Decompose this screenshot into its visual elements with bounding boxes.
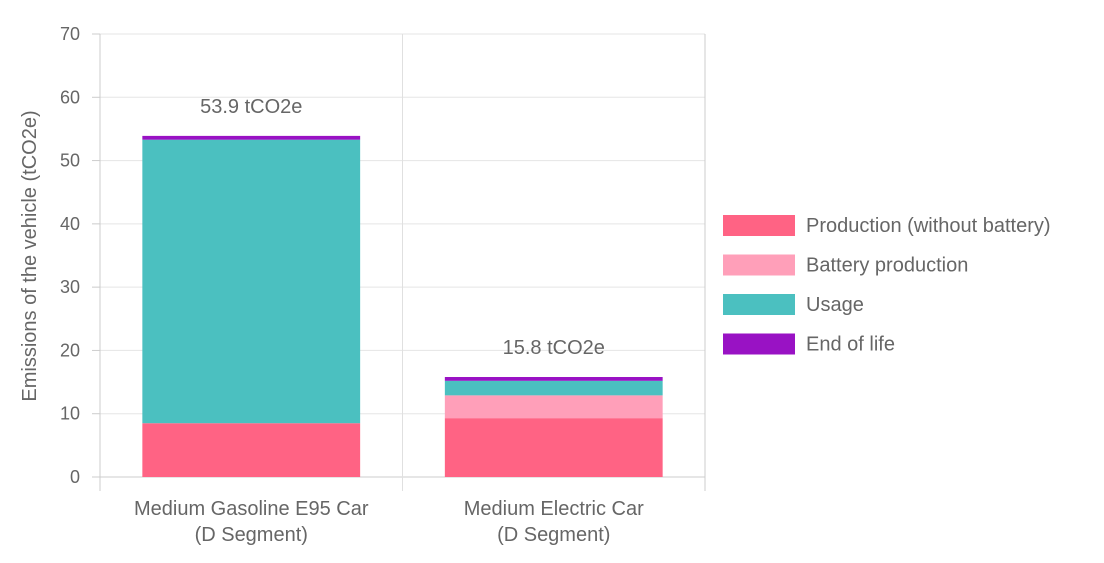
- y-axis-title: Emissions of the vehicle (tCO2e): [19, 110, 41, 401]
- legend-swatch: [723, 215, 795, 236]
- legend-label: Usage: [806, 294, 864, 316]
- legend-swatch: [723, 254, 795, 276]
- y-tick-label: 40: [60, 214, 80, 234]
- bar-segment: [444, 395, 663, 419]
- total-labels: 53.9 tCO2e 15.8 tCO2e: [200, 96, 605, 359]
- bar-segment: [142, 135, 361, 140]
- legend: Production (without battery) Battery prod…: [723, 215, 1051, 356]
- total-label: 53.9 tCO2e: [200, 96, 302, 118]
- y-tick-label: 70: [60, 24, 80, 44]
- total-label: 15.8 tCO2e: [503, 337, 605, 359]
- axes: [92, 33, 100, 478]
- bar-segment: [444, 377, 663, 381]
- y-tick-labels: 0 10 20 30 40 50 60 70: [60, 24, 80, 487]
- legend-label: End of life: [806, 334, 895, 356]
- bar-segment: [142, 139, 361, 424]
- y-tick-label: 50: [60, 151, 80, 171]
- y-tick-label: 20: [60, 340, 80, 360]
- y-tick-label: 60: [60, 87, 80, 107]
- legend-swatch: [723, 294, 795, 315]
- bar-segment: [444, 380, 663, 396]
- bar-segment: [444, 418, 663, 477]
- y-tick-label: 10: [60, 404, 80, 424]
- legend-swatch: [723, 333, 795, 355]
- category-label: (D Segment): [497, 524, 610, 546]
- y-tick-label: 30: [60, 277, 80, 297]
- category-label: Medium Electric Car: [464, 498, 644, 520]
- y-tick-label: 0: [70, 467, 80, 487]
- category-labels: Medium Gasoline E95 Car (D Segment) Medium…: [134, 498, 644, 546]
- category-label: (D Segment): [195, 524, 308, 546]
- bar-segment: [142, 423, 361, 477]
- category-label: Medium Gasoline E95 Car: [134, 498, 369, 520]
- bar-series: [142, 135, 663, 477]
- legend-label: Battery production: [806, 255, 968, 277]
- legend-label: Production (without battery): [806, 215, 1051, 237]
